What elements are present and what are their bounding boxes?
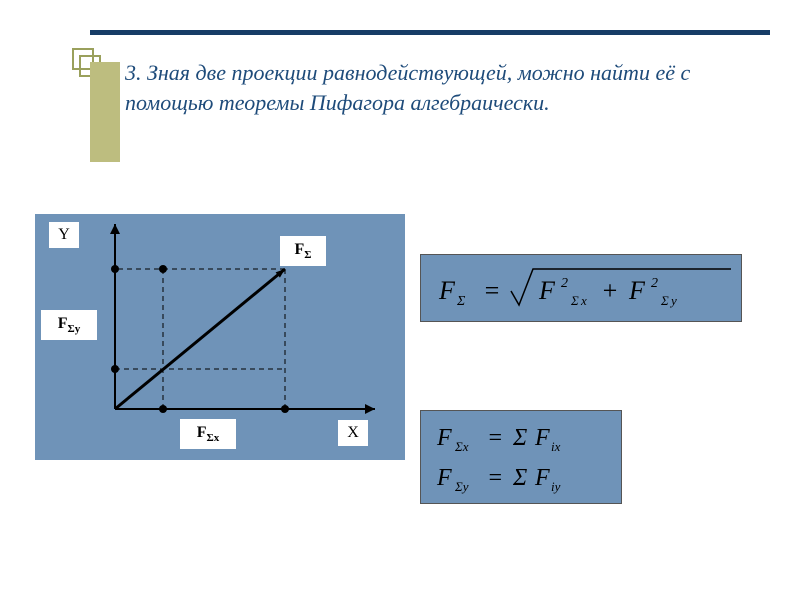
label-F-sigma: FΣ <box>280 236 326 266</box>
svg-text:2: 2 <box>561 276 568 291</box>
svg-text:Σ: Σ <box>512 465 527 491</box>
svg-text:x: x <box>580 293 587 308</box>
axis-label-y: Y <box>49 222 79 248</box>
khaki-block <box>90 62 120 162</box>
label-F-sigma-text: FΣ <box>295 241 312 261</box>
svg-text:F: F <box>436 425 452 451</box>
svg-text:2: 2 <box>651 276 658 291</box>
slide-title: 3. Зная две проекции равнодействующей, м… <box>125 58 725 117</box>
svg-text:iy: iy <box>551 479 561 494</box>
svg-text:Σ: Σ <box>512 425 527 451</box>
svg-text:F: F <box>538 276 556 305</box>
label-F-sigma-y-text: FΣy <box>58 315 80 335</box>
accent-line <box>90 30 770 35</box>
svg-text:Σx: Σx <box>454 439 469 454</box>
svg-text:F: F <box>534 465 550 491</box>
svg-text:Σ: Σ <box>456 294 466 309</box>
formula-projections-svg: FΣx=ΣFixFΣy=ΣFiy <box>421 411 621 503</box>
svg-text:Σ: Σ <box>570 293 579 308</box>
formula-pythagoras: FΣ=F2Σx+F2Σy <box>420 254 742 322</box>
formula-projections: FΣx=ΣFixFΣy=ΣFiy <box>420 410 622 504</box>
svg-text:Σy: Σy <box>454 479 469 494</box>
formula-pythagoras-svg: FΣ=F2Σx+F2Σy <box>421 255 741 321</box>
svg-text:F: F <box>628 276 646 305</box>
svg-text:F: F <box>534 425 550 451</box>
label-F-sigma-x: FΣx <box>180 419 236 449</box>
svg-text:y: y <box>669 293 677 308</box>
axis-label-x: X <box>338 420 368 446</box>
svg-text:F: F <box>438 276 456 305</box>
svg-text:F: F <box>436 465 452 491</box>
svg-text:ix: ix <box>551 439 561 454</box>
svg-text:=: = <box>487 425 503 451</box>
svg-text:Σ: Σ <box>660 293 669 308</box>
svg-text:=: = <box>483 276 501 305</box>
label-F-sigma-y: FΣy <box>41 310 97 340</box>
label-F-sigma-x-text: FΣx <box>197 424 219 444</box>
svg-text:+: + <box>601 276 619 305</box>
diagram-panel: Y X FΣ FΣy FΣx <box>35 214 405 460</box>
svg-text:=: = <box>487 465 503 491</box>
